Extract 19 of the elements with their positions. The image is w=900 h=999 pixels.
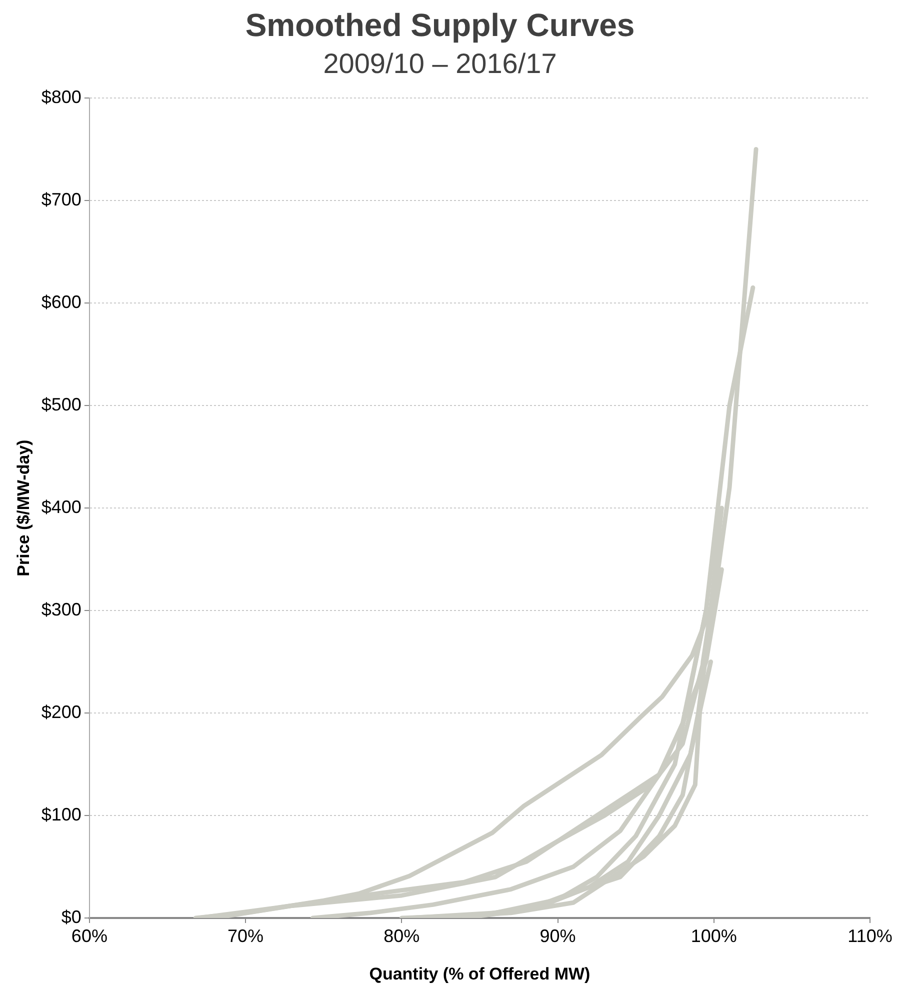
x-tick-label: 110% bbox=[848, 926, 892, 946]
y-tick-label: $700 bbox=[41, 189, 82, 210]
y-tick-label: $500 bbox=[41, 394, 82, 414]
x-tick-label: 80% bbox=[384, 926, 420, 946]
y-tick-label: $600 bbox=[41, 292, 82, 312]
x-tick-label: 60% bbox=[71, 926, 108, 946]
y-tick-label: $800 bbox=[41, 86, 82, 107]
x-tick-label: 100% bbox=[690, 926, 737, 946]
y-tick-label: $300 bbox=[41, 599, 82, 620]
x-tick-label: 70% bbox=[228, 926, 264, 946]
x-axis-title: Quantity (% of Offered MW) bbox=[369, 964, 590, 984]
y-tick-label: $400 bbox=[41, 496, 82, 517]
x-tick-label: 90% bbox=[540, 926, 576, 946]
chart-subtitle: 2009/10 – 2016/17 bbox=[323, 48, 557, 79]
y-tick-label: $200 bbox=[41, 702, 82, 722]
y-tick-label: $0 bbox=[61, 906, 82, 927]
y-tick-label: $100 bbox=[41, 804, 82, 824]
y-axis-title: Price ($/MW-day) bbox=[14, 440, 33, 576]
chart-title: Smoothed Supply Curves bbox=[245, 7, 635, 44]
